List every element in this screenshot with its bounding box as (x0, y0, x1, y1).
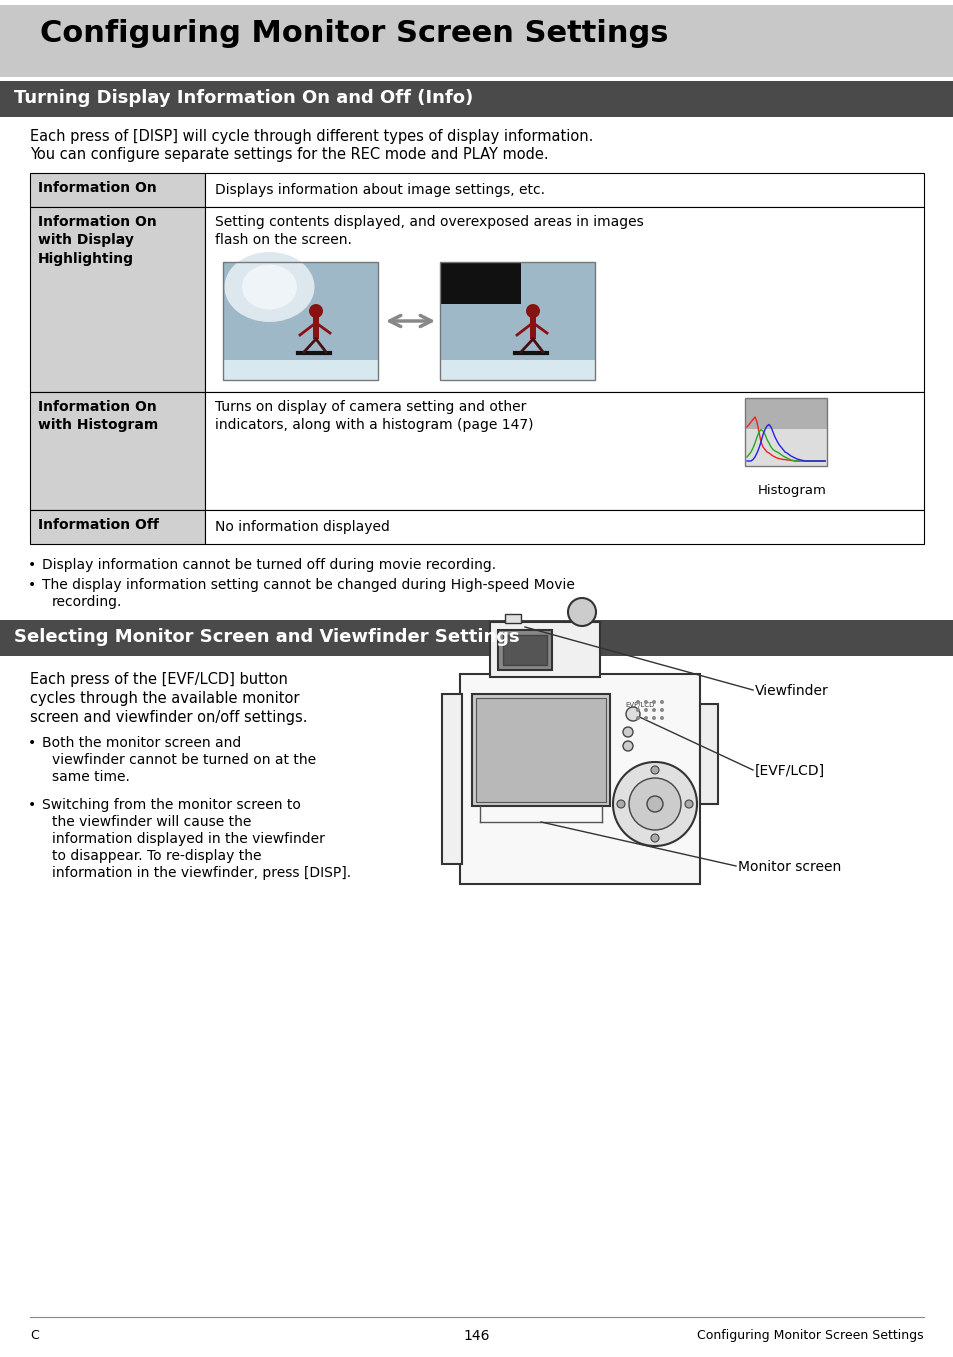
Bar (497, 630, 552, 670)
Bar (205, 392, 923, 510)
Circle shape (659, 716, 663, 721)
Text: •: • (28, 735, 36, 750)
Text: Selecting Monitor Screen and Viewfinder Settings: Selecting Monitor Screen and Viewfinder … (14, 628, 519, 646)
Text: cycles through the available monitor: cycles through the available monitor (30, 691, 299, 706)
Text: Each press of [DISP] will cycle through different types of display information.: Each press of [DISP] will cycle through … (30, 129, 593, 144)
Circle shape (625, 707, 639, 721)
Bar (472, 693, 609, 806)
Text: C: C (30, 1329, 39, 1342)
Bar (439, 360, 595, 380)
Bar (223, 262, 377, 380)
Ellipse shape (224, 252, 314, 322)
Circle shape (567, 598, 596, 626)
Bar (504, 613, 520, 623)
Bar (205, 208, 923, 392)
Circle shape (636, 700, 639, 704)
Ellipse shape (242, 265, 296, 309)
Text: information displayed in the viewfinder: information displayed in the viewfinder (52, 832, 325, 845)
Text: Displays information about image settings, etc.: Displays information about image setting… (214, 183, 544, 197)
Text: Histogram: Histogram (758, 484, 826, 497)
Circle shape (622, 741, 633, 750)
Text: You can configure separate settings for the REC mode and PLAY mode.: You can configure separate settings for … (30, 147, 548, 161)
Text: recording.: recording. (52, 594, 122, 609)
Text: Information On: Information On (38, 180, 156, 195)
Bar (30, 392, 205, 510)
Text: Viewfinder: Viewfinder (754, 684, 828, 697)
Circle shape (617, 801, 624, 807)
Circle shape (525, 304, 539, 318)
Bar (0, 5, 953, 77)
Circle shape (636, 708, 639, 712)
Text: same time.: same time. (52, 769, 130, 784)
Bar (439, 262, 520, 304)
Bar (744, 398, 826, 465)
Text: Configuring Monitor Screen Settings: Configuring Monitor Screen Settings (40, 19, 668, 47)
Circle shape (646, 797, 662, 811)
Bar (490, 622, 599, 677)
Bar (205, 172, 923, 208)
Bar (459, 674, 700, 883)
Text: •: • (28, 558, 36, 573)
Bar (744, 398, 826, 465)
Circle shape (651, 708, 656, 712)
Bar (700, 704, 718, 803)
Text: •: • (28, 578, 36, 592)
Bar (313, 318, 318, 339)
Bar (30, 208, 205, 392)
Bar (223, 360, 377, 380)
Text: •: • (28, 798, 36, 811)
Circle shape (309, 304, 323, 318)
Bar (439, 262, 595, 380)
Bar (502, 635, 546, 665)
Text: Information On
with Display
Highlighting: Information On with Display Highlighting (38, 214, 156, 266)
Text: Setting contents displayed, and overexposed areas in images
flash on the screen.: Setting contents displayed, and overexpo… (214, 214, 643, 247)
Bar (205, 510, 923, 544)
Circle shape (650, 765, 659, 773)
Text: 146: 146 (463, 1329, 490, 1343)
Text: Turning Display Information On and Off (Info): Turning Display Information On and Off (… (14, 90, 473, 107)
Text: No information displayed: No information displayed (214, 520, 390, 535)
Circle shape (643, 716, 647, 721)
Circle shape (684, 801, 692, 807)
Circle shape (643, 700, 647, 704)
Circle shape (659, 700, 663, 704)
Text: [EVF/LCD]: [EVF/LCD] (754, 764, 824, 778)
Bar (441, 693, 461, 864)
Text: EVF/LCD: EVF/LCD (624, 702, 654, 708)
Text: Display information cannot be turned off during movie recording.: Display information cannot be turned off… (42, 558, 496, 573)
Text: to disappear. To re-display the: to disappear. To re-display the (52, 849, 261, 863)
Text: Each press of the [EVF/LCD] button: Each press of the [EVF/LCD] button (30, 672, 288, 687)
Text: Information On
with Histogram: Information On with Histogram (38, 400, 158, 433)
Text: information in the viewfinder, press [DISP].: information in the viewfinder, press [DI… (52, 866, 351, 879)
Text: Monitor screen: Monitor screen (738, 860, 841, 874)
Text: viewfinder cannot be turned on at the: viewfinder cannot be turned on at the (52, 753, 315, 767)
Bar (476, 697, 605, 802)
Circle shape (622, 727, 633, 737)
Circle shape (659, 708, 663, 712)
Bar (530, 318, 536, 339)
Text: Information Off: Information Off (38, 518, 159, 532)
Text: Turns on display of camera setting and other
indicators, along with a histogram : Turns on display of camera setting and o… (214, 400, 533, 433)
Text: the viewfinder will cause the: the viewfinder will cause the (52, 816, 251, 829)
Bar (0, 620, 953, 655)
Text: The display information setting cannot be changed during High-speed Movie: The display information setting cannot b… (42, 578, 575, 592)
Bar (223, 262, 377, 380)
Circle shape (651, 716, 656, 721)
Bar (744, 429, 826, 465)
Bar (30, 510, 205, 544)
Circle shape (651, 700, 656, 704)
Bar (0, 81, 953, 117)
Circle shape (650, 835, 659, 841)
Bar (30, 172, 205, 208)
Text: screen and viewfinder on/off settings.: screen and viewfinder on/off settings. (30, 710, 307, 725)
Circle shape (636, 716, 639, 721)
Circle shape (613, 763, 697, 845)
Circle shape (628, 778, 680, 830)
Text: Configuring Monitor Screen Settings: Configuring Monitor Screen Settings (697, 1329, 923, 1342)
Text: Both the monitor screen and: Both the monitor screen and (42, 735, 241, 750)
Circle shape (643, 708, 647, 712)
Text: Switching from the monitor screen to: Switching from the monitor screen to (42, 798, 300, 811)
Bar (439, 262, 595, 380)
